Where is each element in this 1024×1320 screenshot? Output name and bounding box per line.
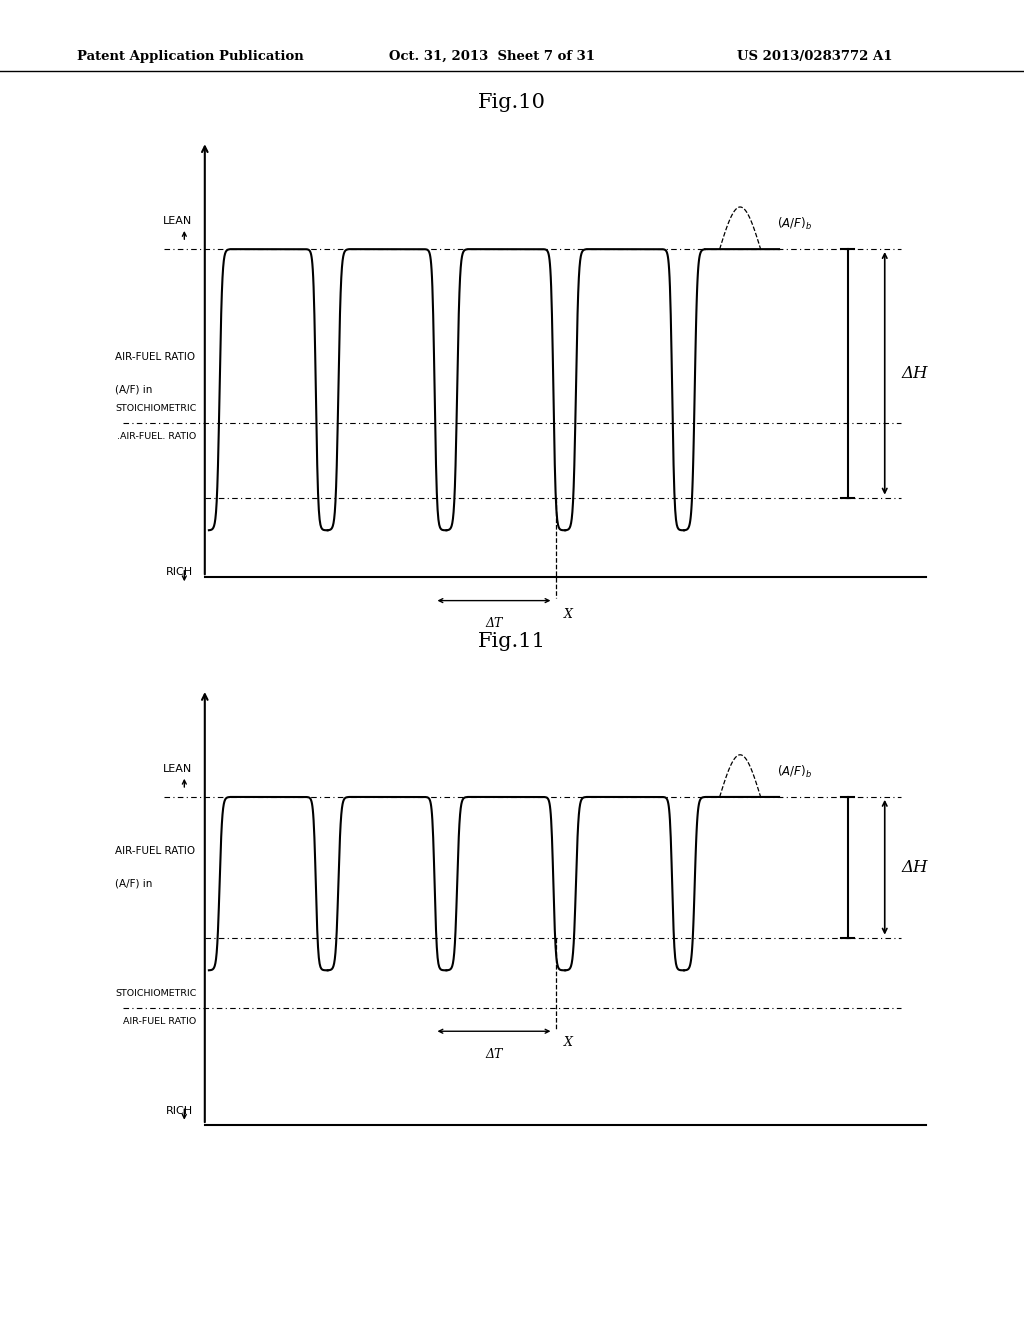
Text: STOICHIOMETRIC: STOICHIOMETRIC	[116, 404, 197, 413]
Text: AIR-FUEL RATIO: AIR-FUEL RATIO	[115, 352, 195, 362]
Text: .AIR-FUEL. RATIO: .AIR-FUEL. RATIO	[118, 432, 197, 441]
Text: Oct. 31, 2013  Sheet 7 of 31: Oct. 31, 2013 Sheet 7 of 31	[389, 50, 595, 63]
Text: X: X	[564, 607, 572, 620]
Text: RICH: RICH	[166, 1106, 193, 1115]
Text: (A/F) in: (A/F) in	[115, 879, 152, 888]
Text: STOICHIOMETRIC: STOICHIOMETRIC	[116, 989, 197, 998]
Text: LEAN: LEAN	[163, 764, 193, 774]
Text: Patent Application Publication: Patent Application Publication	[77, 50, 303, 63]
Text: Fig.11: Fig.11	[478, 632, 546, 651]
Text: AIR-FUEL RATIO: AIR-FUEL RATIO	[115, 846, 195, 855]
Text: US 2013/0283772 A1: US 2013/0283772 A1	[737, 50, 893, 63]
Text: X: X	[564, 1036, 572, 1049]
Text: Fig.10: Fig.10	[478, 94, 546, 112]
Text: LEAN: LEAN	[163, 216, 193, 226]
Text: RICH: RICH	[166, 568, 193, 577]
Text: $(A/F)_b$: $(A/F)_b$	[777, 763, 812, 780]
Text: (A/F) in: (A/F) in	[115, 384, 152, 395]
Text: ΔH: ΔH	[901, 859, 928, 875]
Text: ΔT: ΔT	[485, 1048, 503, 1061]
Text: ΔH: ΔH	[901, 364, 928, 381]
Text: ΔT: ΔT	[485, 616, 503, 630]
Text: $(A/F)_b$: $(A/F)_b$	[777, 215, 812, 232]
Text: AIR-FUEL RATIO: AIR-FUEL RATIO	[123, 1018, 197, 1027]
